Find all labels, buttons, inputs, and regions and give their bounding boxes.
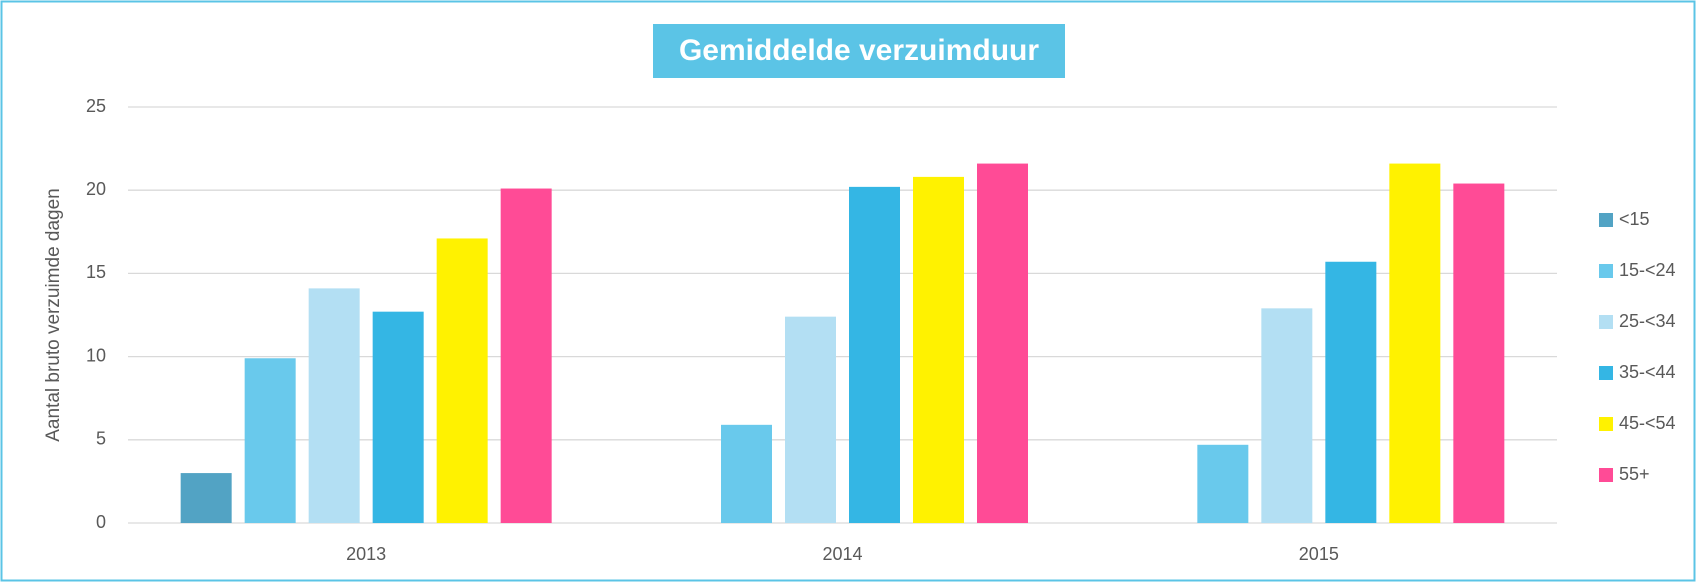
bar [244,358,296,523]
legend-label: 15-<24 [1619,260,1676,280]
y-tick-label: 15 [86,262,106,282]
x-tick-label: 2015 [1299,544,1339,564]
y-tick-label: 5 [96,429,106,449]
bar [849,186,900,523]
bar [977,163,1028,524]
legend-label: 45-<54 [1619,413,1676,433]
y-tick-label: 25 [86,96,106,116]
legend-swatch [1599,468,1613,482]
bar [1261,308,1313,523]
chart-title: Gemiddelde verzuimduur [679,34,1039,67]
y-tick-label: 20 [86,179,106,199]
bar [180,473,232,523]
x-tick-label: 2014 [822,544,862,564]
y-tick-label: 0 [96,512,106,532]
legend-swatch [1599,264,1613,278]
bar [372,311,424,523]
bar [913,176,964,523]
y-axis-label: Aantal bruto verzuimde dagen [43,188,64,442]
bar [436,238,488,523]
legend-label: <15 [1619,209,1650,229]
bar [308,288,360,523]
legend-swatch [1599,417,1613,431]
legend-label: 35-<44 [1619,362,1676,382]
bar [1197,444,1249,523]
x-tick-label: 2013 [346,544,386,564]
bar [1453,183,1505,523]
legend-swatch [1599,366,1613,380]
legend-swatch [1599,213,1613,227]
legend-swatch [1599,315,1613,329]
bar [1389,163,1441,524]
title-box [653,24,1065,78]
bar [500,188,552,523]
legend-label: 55+ [1619,464,1650,484]
bar [1325,261,1377,523]
y-tick-label: 10 [86,345,106,365]
legend-label: 25-<34 [1619,311,1676,331]
bar [721,424,772,523]
bar [785,316,836,523]
